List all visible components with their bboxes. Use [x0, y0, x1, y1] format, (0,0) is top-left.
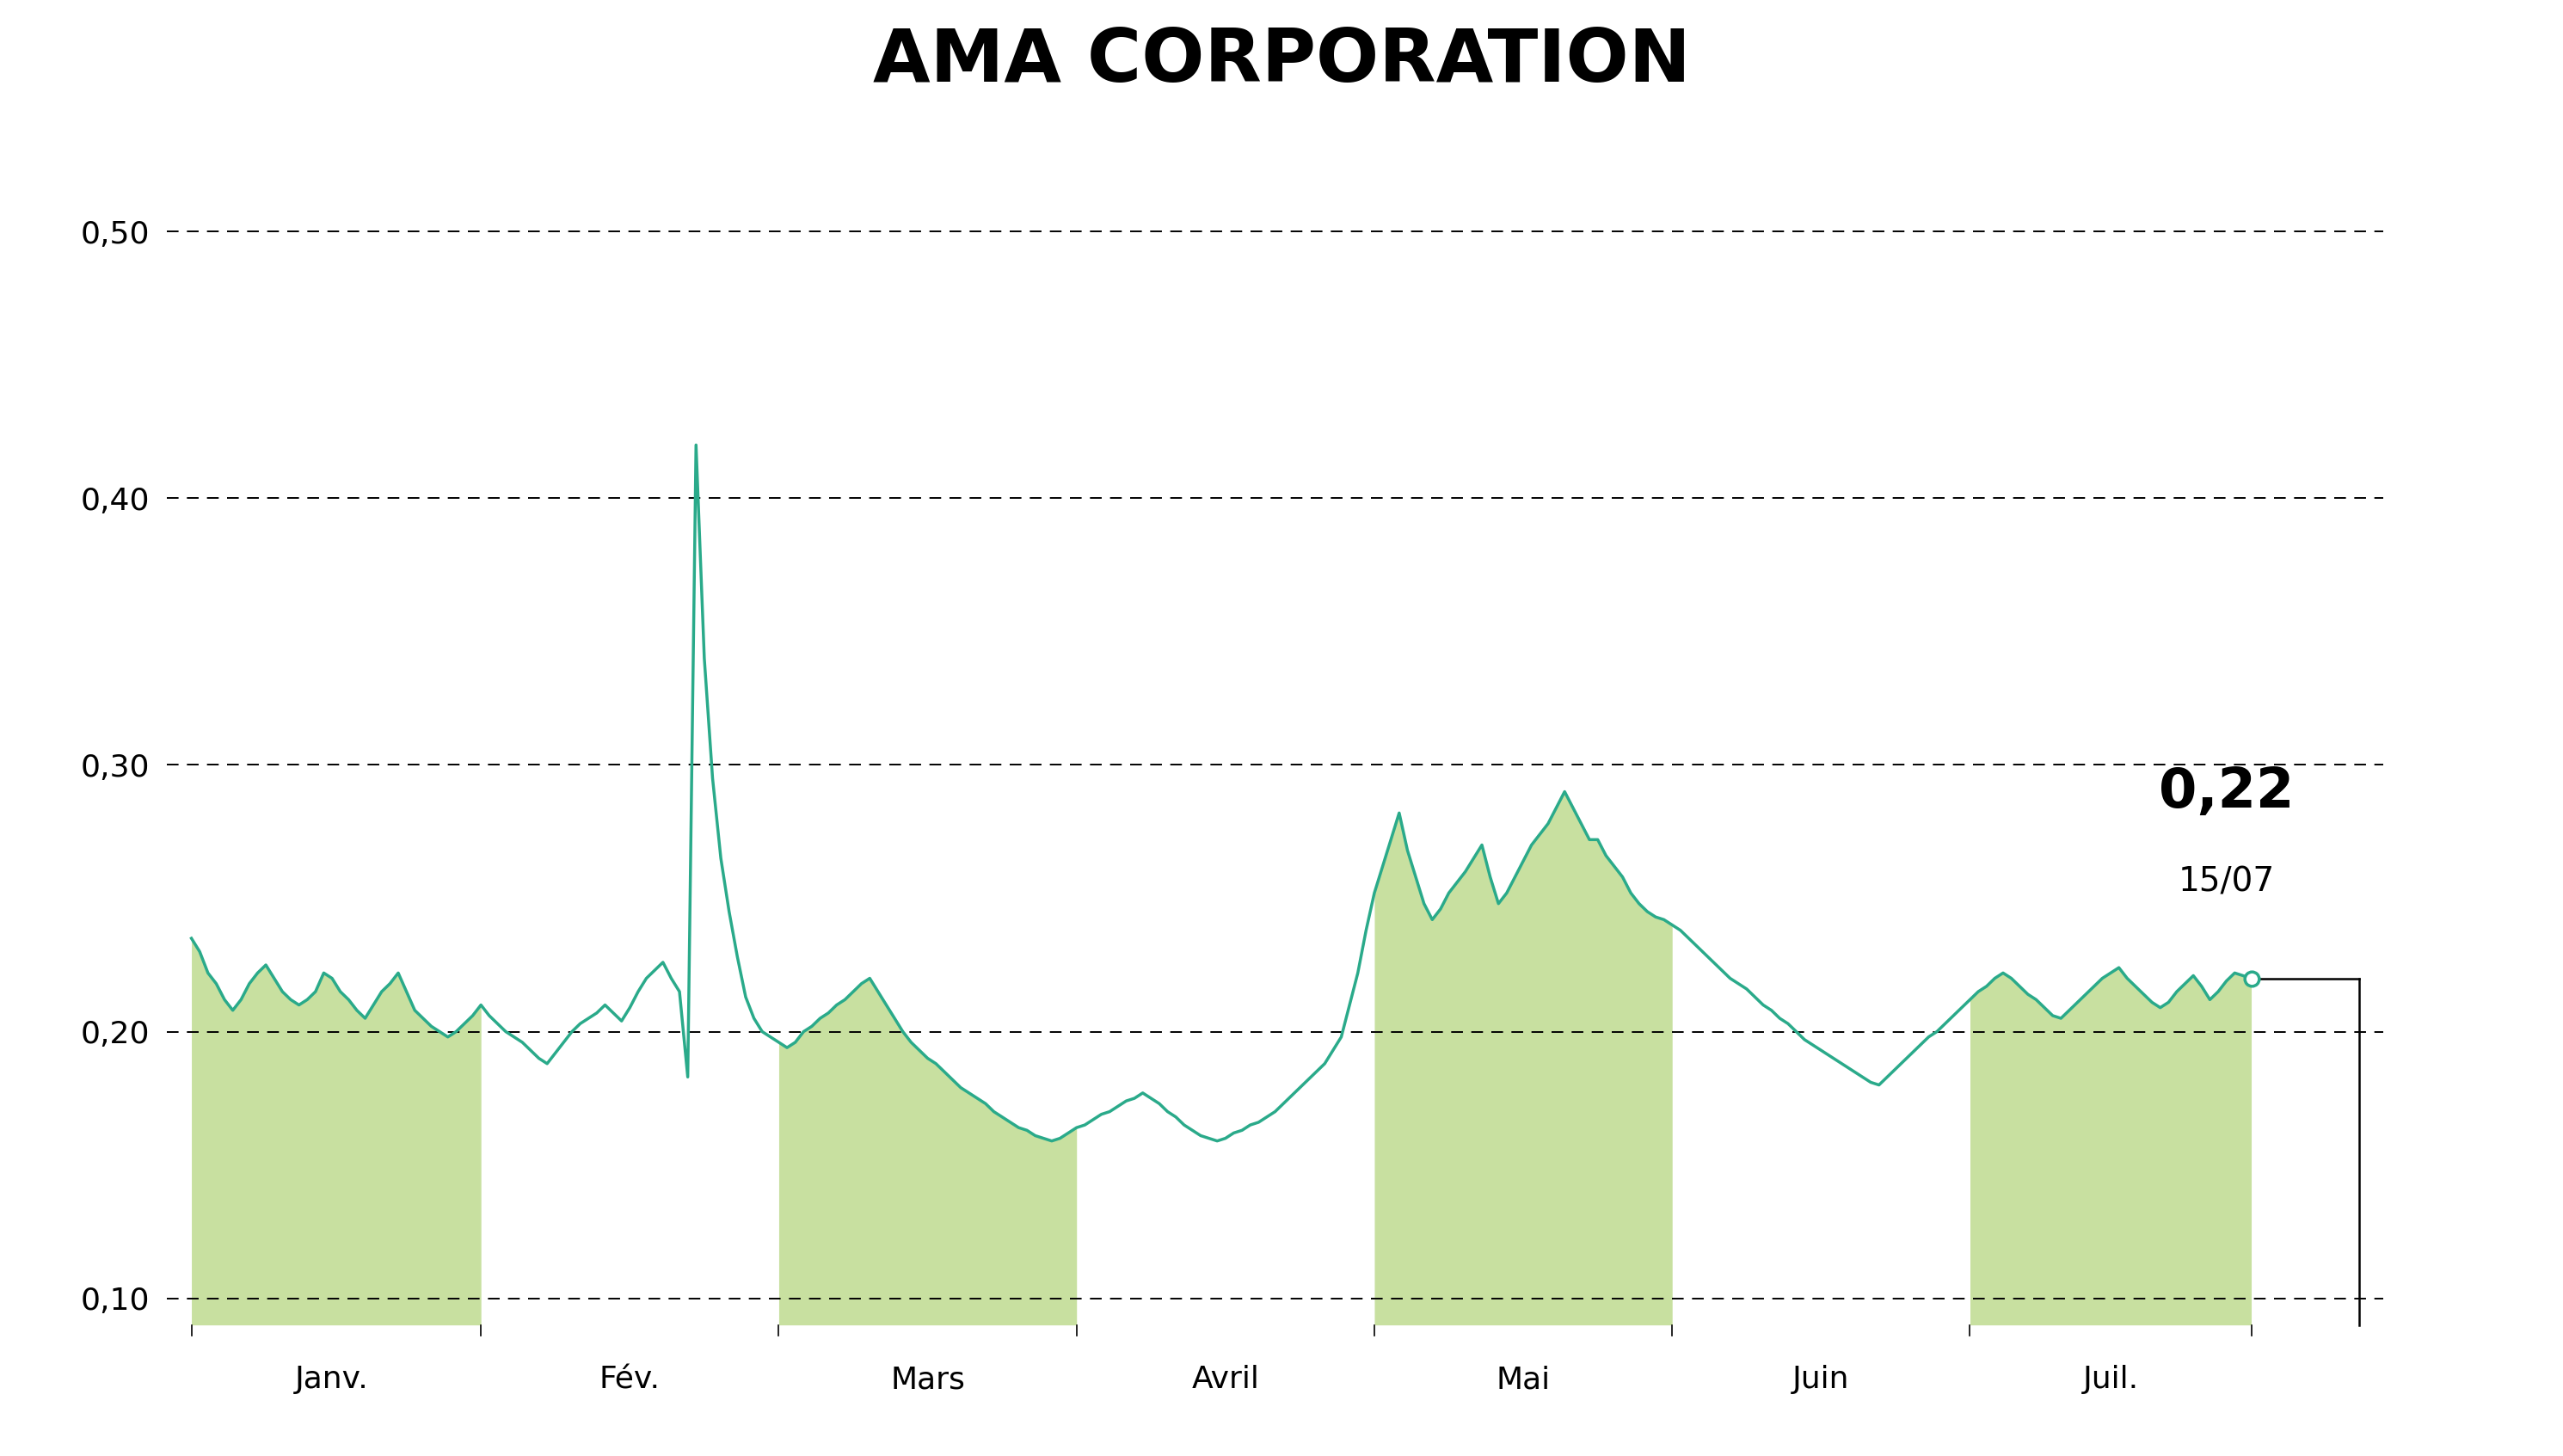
Text: Avril: Avril: [1192, 1364, 1258, 1395]
Text: Mars: Mars: [889, 1364, 966, 1395]
Text: Juin: Juin: [1792, 1364, 1850, 1395]
Text: Mai: Mai: [1497, 1364, 1551, 1395]
Text: 15/07: 15/07: [2179, 866, 2276, 898]
Text: Janv.: Janv.: [295, 1364, 369, 1395]
Text: 0,22: 0,22: [2158, 764, 2294, 818]
Text: Fév.: Fév.: [600, 1364, 661, 1395]
Text: AMA CORPORATION: AMA CORPORATION: [871, 26, 1692, 98]
Text: Juil.: Juil.: [2084, 1364, 2138, 1395]
